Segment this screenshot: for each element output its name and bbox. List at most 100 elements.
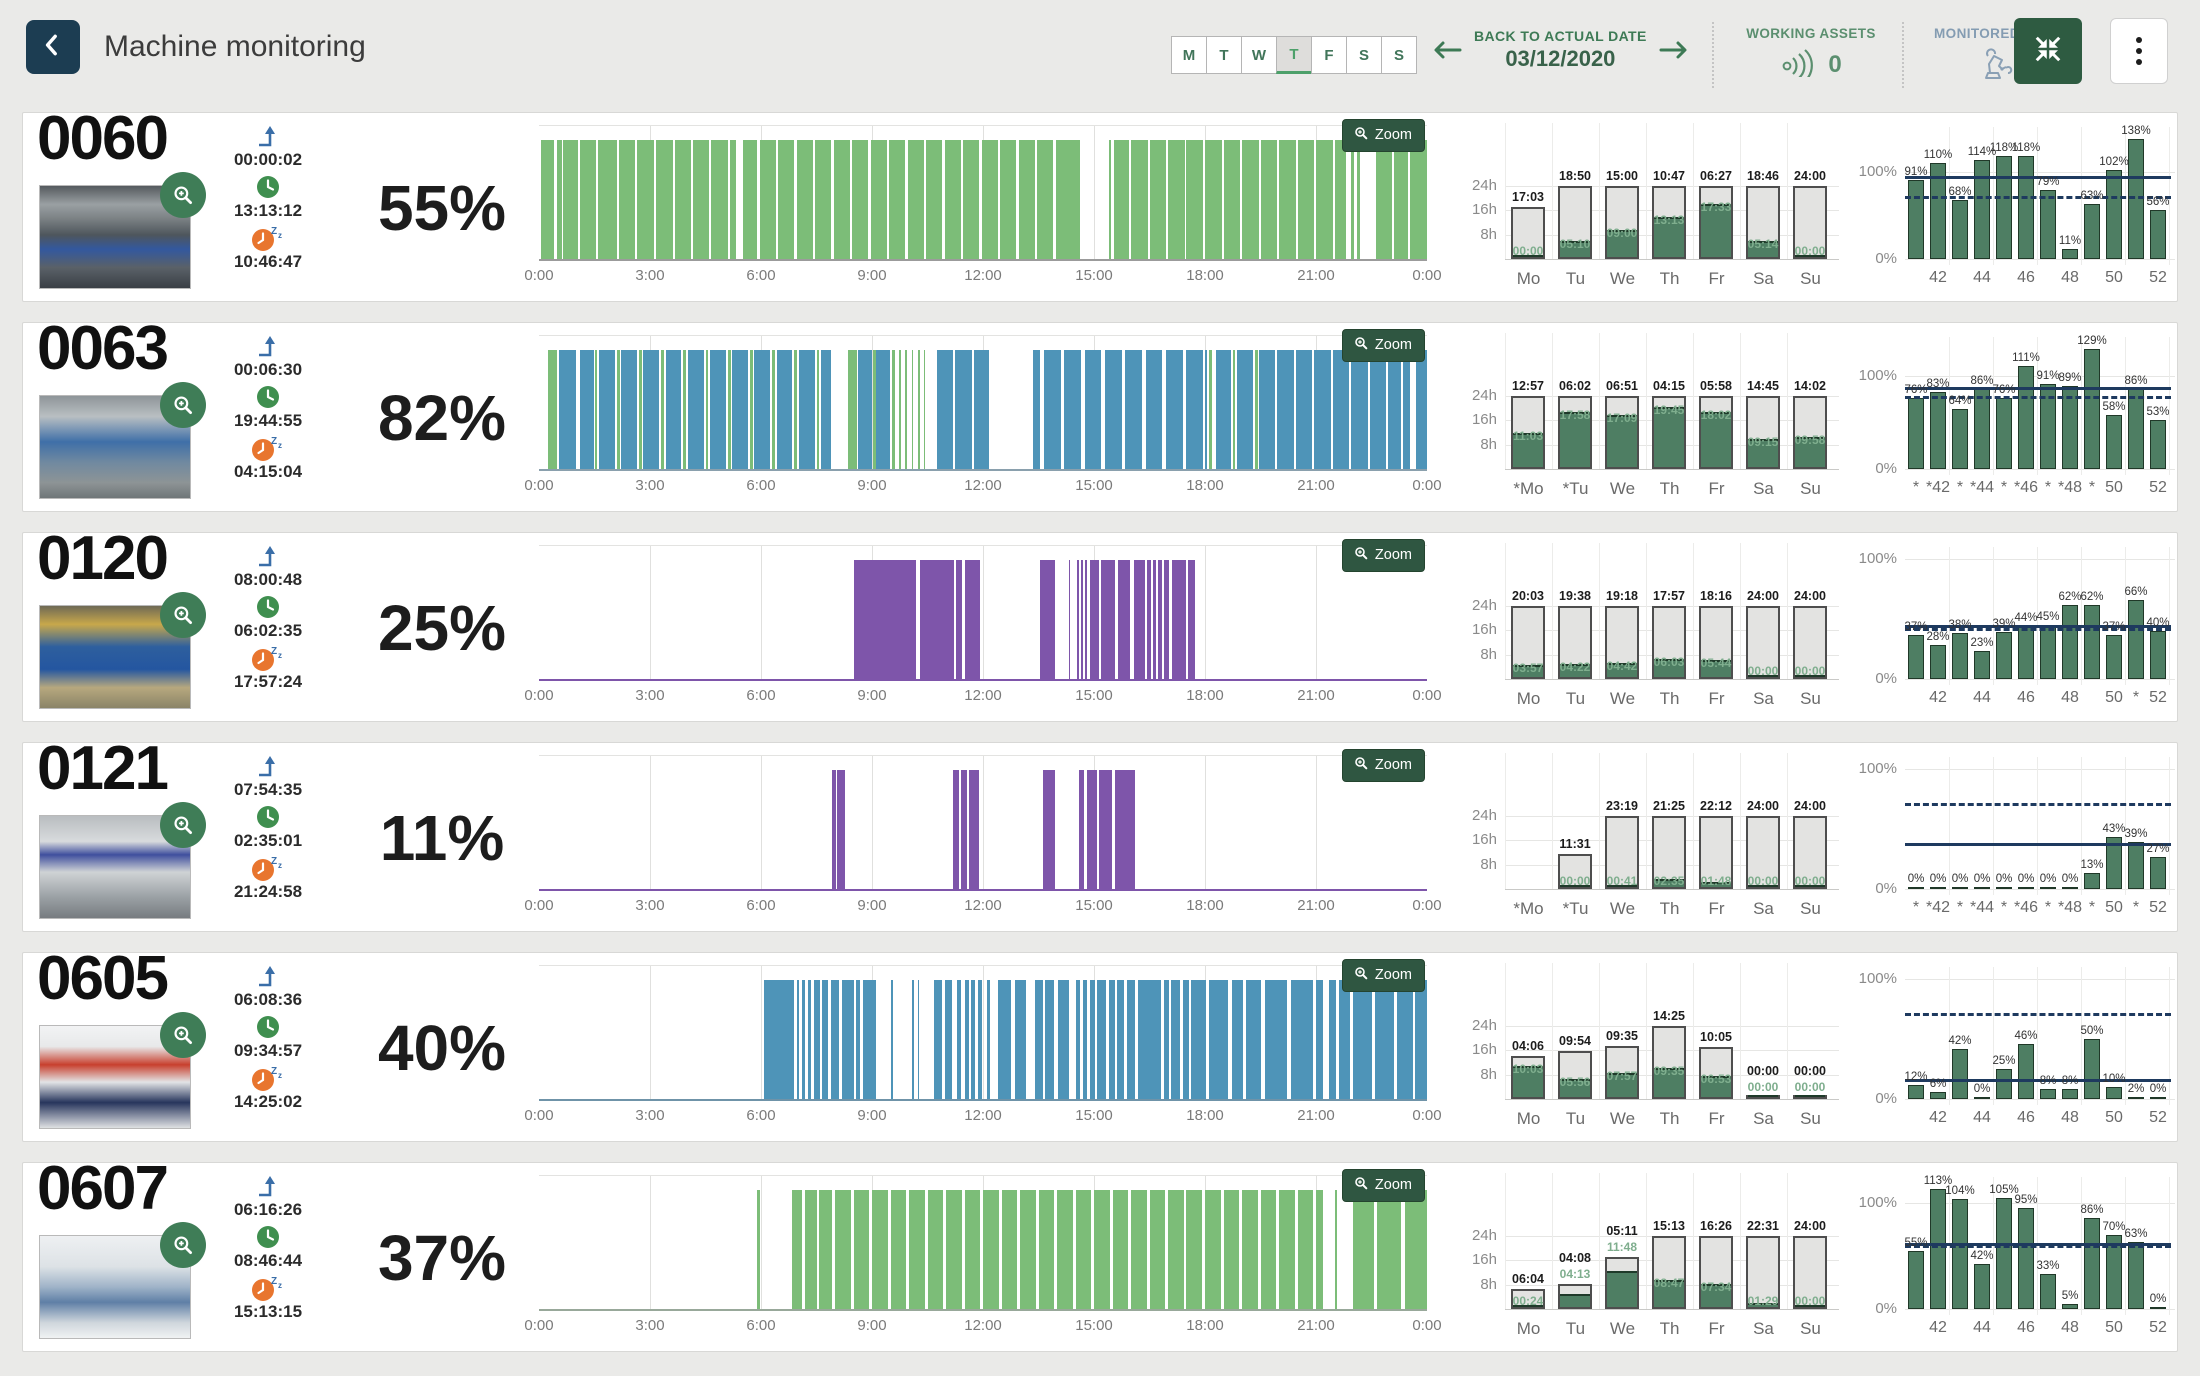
photo-zoom-icon[interactable] — [160, 382, 206, 428]
timeline-segment — [1182, 980, 1189, 1099]
day-column-gridline — [1599, 1173, 1600, 1309]
back-to-actual-date-label[interactable]: BACK TO ACTUAL DATE — [1474, 28, 1647, 44]
timeline-segment — [643, 350, 660, 469]
day-baseline — [1505, 1099, 1839, 1100]
machine-photo[interactable] — [39, 382, 206, 499]
back-chevron-icon — [40, 32, 66, 63]
machine-photo[interactable] — [39, 1012, 206, 1129]
zoom-button[interactable]: Zoom — [1341, 539, 1425, 572]
back-button[interactable] — [26, 20, 80, 74]
day-bar-production-fill — [1701, 659, 1731, 677]
machine-photo[interactable] — [39, 592, 206, 709]
timeline-segment — [822, 980, 829, 1099]
zoom-button[interactable]: Zoom — [1341, 329, 1425, 362]
timeline-axis-label: 6:00 — [746, 687, 776, 704]
week-tick-label: 44 — [1973, 1109, 1991, 1126]
week-bar — [2062, 604, 2078, 679]
weekday-4[interactable]: F — [1311, 36, 1347, 74]
zoom-button[interactable]: Zoom — [1341, 1169, 1425, 1202]
day-total-label: 10:05 — [1700, 1030, 1732, 1045]
timeline-segment — [892, 350, 895, 469]
timeline-segment — [1068, 560, 1071, 679]
week-axis-label: 100% — [1858, 163, 1897, 181]
timeline-chart: 0:00 3:00 6:00 9:00 12:00 15:00 18:00 21:00 0:00… — [524, 1163, 1442, 1353]
timeline-segment — [1338, 980, 1351, 1099]
day-bar-production-fill — [1795, 255, 1825, 257]
timeline-segment — [579, 350, 595, 469]
collapse-all-button[interactable] — [2014, 18, 2082, 84]
week-tick-label: 52 — [2149, 1319, 2167, 1336]
week-bar — [2062, 886, 2078, 889]
timeline-segment — [797, 980, 800, 1099]
day-bar — [1793, 396, 1827, 469]
day-bar — [1558, 396, 1592, 469]
photo-zoom-icon[interactable] — [160, 802, 206, 848]
timeline-segment — [655, 140, 673, 259]
svg-text:Z: Z — [271, 1066, 277, 1077]
timeline-gridline — [761, 546, 762, 679]
week-bar — [2040, 625, 2056, 679]
week-bar — [2018, 886, 2034, 889]
day-production-label: 00:00 — [1794, 1294, 1826, 1308]
prev-day-arrow[interactable] — [1430, 33, 1464, 67]
magnifier-icon — [1353, 755, 1369, 775]
week-value-label: 118% — [1989, 142, 2019, 155]
day-bar-production-fill — [1748, 1095, 1778, 1097]
timeline-segment — [1044, 350, 1061, 469]
day-axis-label: 24h — [1471, 1017, 1497, 1035]
weekday-3-selected[interactable]: T — [1276, 36, 1312, 74]
setup-time: 07:54:35 — [233, 780, 303, 799]
timeline-segment — [841, 980, 855, 1099]
day-column-gridline — [1552, 753, 1553, 889]
timeline-segment — [890, 980, 893, 1099]
timeline-segment — [1089, 560, 1100, 679]
svg-text:z: z — [278, 231, 282, 240]
week-value-label: 38% — [1948, 619, 1972, 632]
week-value-label: 8% — [2039, 1075, 2057, 1088]
photo-zoom-icon[interactable] — [160, 592, 206, 638]
day-column-gridline — [1646, 543, 1647, 679]
working-assets: WORKING ASSETS 0 — [1726, 26, 1896, 82]
timeline-segment — [1242, 1190, 1258, 1309]
timeline-segment — [705, 350, 709, 469]
timeline-segment — [1260, 1190, 1277, 1309]
next-day-arrow[interactable] — [1657, 33, 1691, 67]
machine-photo[interactable] — [39, 1222, 206, 1339]
weekday-2[interactable]: W — [1241, 36, 1277, 74]
day-total-label: 09:35 — [1606, 1028, 1638, 1043]
weekday-6[interactable]: S — [1381, 36, 1417, 74]
weekday-0[interactable]: M — [1171, 36, 1207, 74]
setup-arrow-icon — [256, 123, 280, 149]
weekday-1[interactable]: T — [1206, 36, 1242, 74]
machine-photo[interactable] — [39, 172, 206, 289]
date-block[interactable]: BACK TO ACTUAL DATE 03/12/2020 — [1474, 28, 1647, 72]
zoom-button[interactable]: Zoom — [1341, 749, 1425, 782]
timeline-gridline — [650, 1176, 651, 1309]
setup-time: 08:00:48 — [233, 570, 303, 589]
day-bar-production-fill — [1795, 436, 1825, 467]
week-bar — [1974, 1096, 1990, 1099]
timeline-segment — [754, 350, 771, 469]
kebab-menu-button[interactable] — [2110, 18, 2168, 84]
day-total-label: 15:00 — [1606, 169, 1638, 184]
week-gridline — [1905, 679, 2175, 680]
timeline-segment — [946, 1190, 962, 1309]
timeline-segment — [757, 1190, 760, 1309]
photo-zoom-icon[interactable] — [160, 1222, 206, 1268]
timeline-axis-label: 0:00 — [1412, 1317, 1442, 1334]
day-label: We — [1609, 1319, 1636, 1338]
photo-zoom-icon[interactable] — [160, 172, 206, 218]
day-bar-production-fill — [1654, 1067, 1684, 1097]
timeline-axis-label: 9:00 — [857, 1107, 887, 1124]
day-axis-label: 8h — [1480, 645, 1497, 663]
day-production-label: 05:10 — [1559, 237, 1591, 252]
zoom-button[interactable]: Zoom — [1341, 959, 1425, 992]
timeline-segment — [1314, 350, 1331, 469]
photo-zoom-icon[interactable] — [160, 1012, 206, 1058]
weekday-5[interactable]: S — [1346, 36, 1382, 74]
zoom-button[interactable]: Zoom — [1341, 119, 1425, 152]
machine-photo[interactable] — [39, 802, 206, 919]
